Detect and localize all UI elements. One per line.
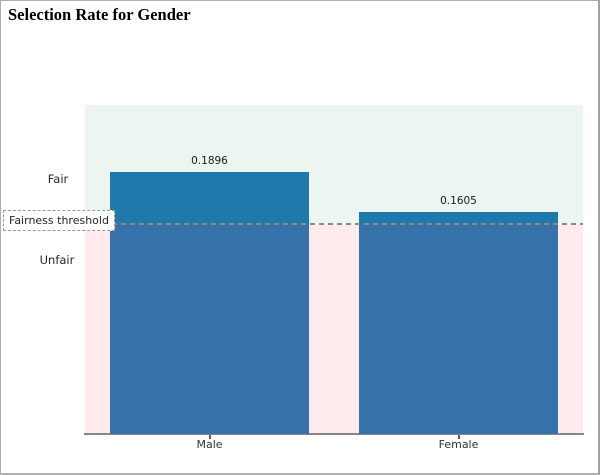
- x-tick-female: [458, 435, 460, 439]
- x-tick-male: [209, 435, 211, 439]
- bar-value-label: 0.1896: [191, 155, 228, 167]
- fair-zone: [85, 105, 583, 224]
- fair-zone-label: Fair: [47, 172, 69, 186]
- x-axis-line: [84, 433, 584, 435]
- threshold-label: Fairness threshold: [9, 214, 109, 227]
- threshold-line: [85, 223, 583, 225]
- page-title: Selection Rate for Gender: [8, 5, 191, 24]
- bar-male: [110, 172, 309, 434]
- threshold-label-box: Fairness threshold: [3, 210, 115, 231]
- plot-area: 0.1896 0.1605: [85, 105, 583, 434]
- bar-female: [359, 212, 558, 434]
- x-tick-label-female: Female: [438, 438, 479, 451]
- unfair-zone: [85, 224, 583, 434]
- bar-value-label: 0.1605: [440, 195, 477, 207]
- x-tick-label-male: Male: [196, 438, 223, 451]
- unfair-zone-label: Unfair: [39, 253, 75, 267]
